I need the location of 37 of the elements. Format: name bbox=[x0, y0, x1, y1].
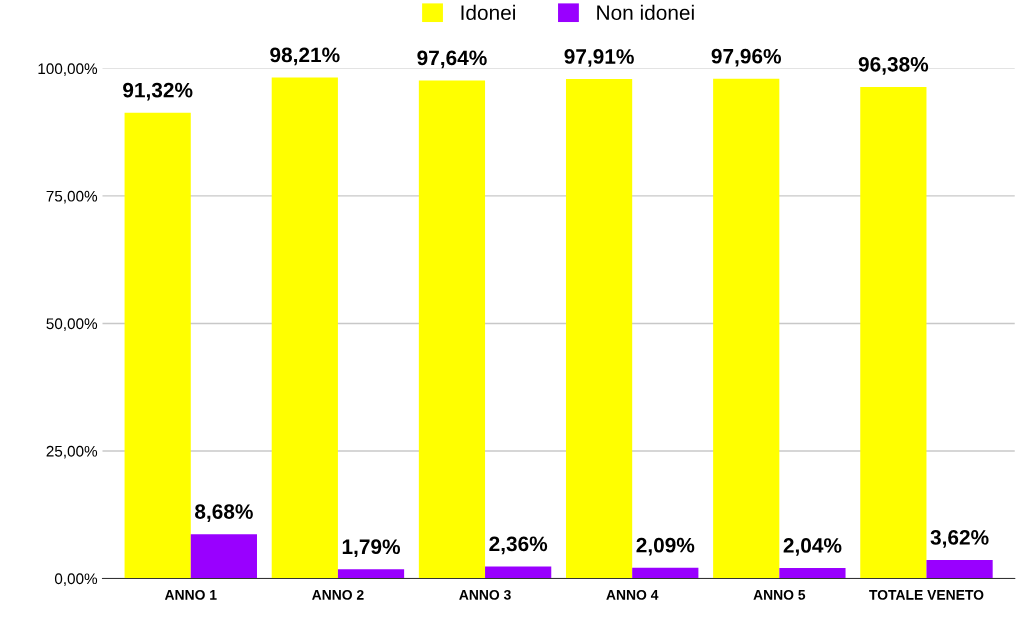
data-label: 97,96% bbox=[711, 48, 782, 67]
bar bbox=[779, 568, 846, 579]
bar bbox=[565, 79, 633, 579]
bar bbox=[485, 566, 552, 579]
bar bbox=[337, 569, 405, 579]
data-label: 97,64% bbox=[417, 50, 487, 69]
bar bbox=[713, 78, 780, 579]
data-label: 96,38% bbox=[858, 56, 929, 75]
bar bbox=[190, 534, 257, 579]
data-label: 97,91% bbox=[564, 49, 634, 67]
bar bbox=[632, 567, 699, 579]
bar bbox=[860, 86, 927, 579]
data-label: 2,09% bbox=[636, 537, 695, 556]
x-tick-label: ANNO 1 bbox=[164, 589, 217, 600]
x-tick-label: ANNO 4 bbox=[606, 589, 659, 600]
x-tick-label: TOTALE VENETO bbox=[869, 589, 984, 600]
x-tick-label: ANNO 3 bbox=[459, 589, 511, 600]
y-tick-label: 50,00% bbox=[46, 318, 98, 331]
bar bbox=[124, 112, 191, 579]
bar bbox=[418, 80, 486, 579]
y-tick-label: 75,00% bbox=[46, 190, 98, 204]
y-tick-label: 0,00% bbox=[54, 573, 98, 586]
data-label: 3,62% bbox=[930, 530, 989, 548]
x-tick-label: ANNO 2 bbox=[312, 589, 364, 600]
data-label: 91,32% bbox=[123, 82, 193, 101]
data-label: 1,79% bbox=[342, 539, 401, 558]
legend-label: Non idonei bbox=[597, 4, 694, 21]
x-tick-label: ANNO 5 bbox=[753, 589, 806, 600]
y-tick-label: 25,00% bbox=[46, 445, 98, 459]
data-label: 98,21% bbox=[270, 47, 340, 66]
data-label: 2,04% bbox=[783, 538, 842, 556]
data-label: 8,68% bbox=[195, 504, 253, 522]
bar bbox=[926, 560, 993, 579]
bar bbox=[271, 77, 338, 579]
y-tick-label: 100,00% bbox=[38, 63, 98, 76]
legend-label: Idonei bbox=[461, 4, 515, 21]
data-label: 2,36% bbox=[489, 536, 548, 555]
